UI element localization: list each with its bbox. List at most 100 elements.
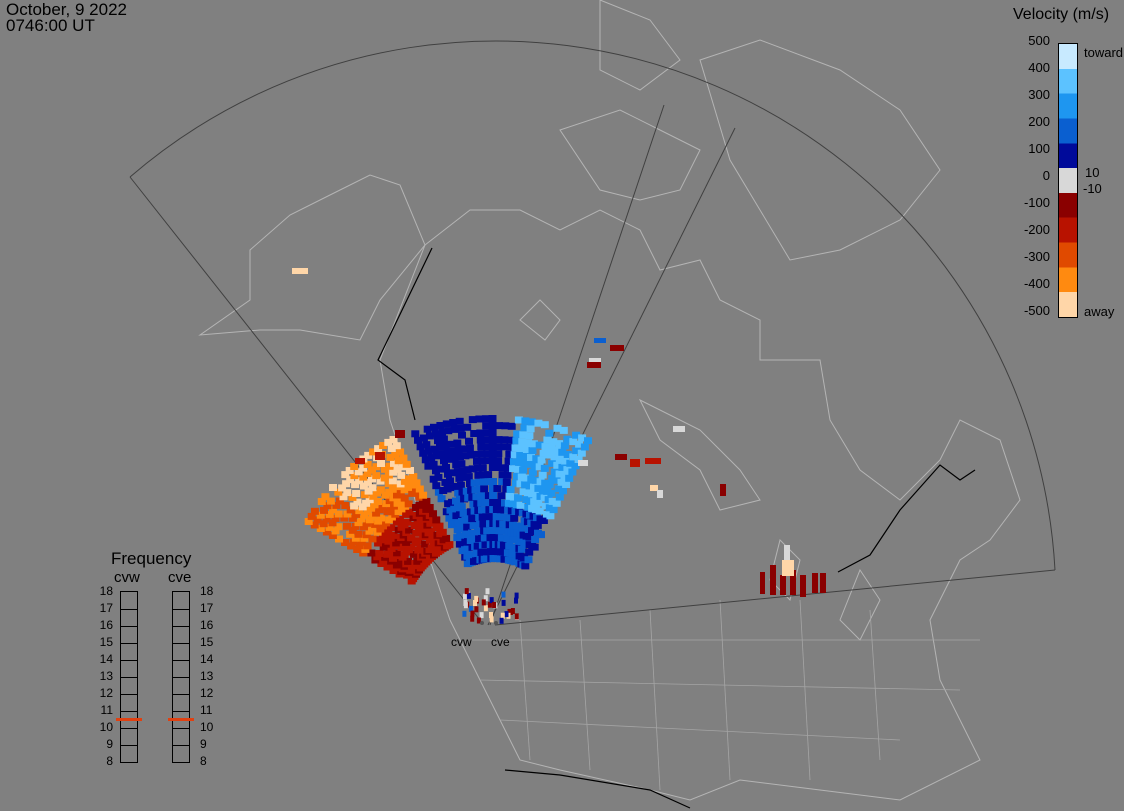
site-marker-cve [494,621,498,625]
velocity-cell [456,481,465,489]
velocity-cell [489,485,497,492]
label-toward: toward [1084,45,1124,60]
velocity-cell [645,458,661,464]
velocity-cell [472,493,481,501]
velocity-cell [519,466,528,474]
velocity-cell [334,523,343,531]
velocity-cell [441,478,450,486]
velocity-cell [521,481,530,489]
velocity-cell [514,613,519,620]
frequency-column-cvw [120,591,138,763]
velocity-cell [559,487,567,495]
velocity-cell [485,588,490,595]
velocity-cell [494,436,503,444]
velocity-cell [368,466,376,474]
velocity-cell [464,588,469,595]
velocity-cell [422,441,431,449]
label-pos10: 10 [1085,165,1100,180]
velocity-cell [500,612,505,619]
velocity-cell [364,451,373,459]
frequency-tick-left: 15 [99,635,113,649]
frequency-tick-left: 8 [106,754,113,768]
velocity-cell [552,446,561,454]
velocity-cell [416,544,425,552]
velocity-cell [569,438,578,446]
frequency-gridline [173,626,189,627]
velocity-cell [488,450,497,457]
velocity-cell [577,449,586,457]
velocity-cell [456,453,464,461]
velocity-cell [489,548,498,555]
velocity-cell [411,430,420,438]
velocity-cell [563,435,572,443]
velocity-cell [498,527,507,535]
velocity-cell [352,510,361,518]
velocity-cell [515,458,524,466]
velocity-cell [363,542,372,550]
frequency-gridline [121,660,137,661]
velocity-cell [506,436,515,444]
velocity-cell [527,418,536,426]
velocity-cell [363,461,372,468]
velocity-cell [376,477,385,485]
velocity-cell [525,432,534,440]
velocity-cell [488,464,497,471]
velocity-cell [519,431,528,439]
velocity-cell [438,528,447,536]
velocity-cell [566,459,575,467]
velocity-cell [541,443,550,451]
velocity-cell [475,485,484,493]
velocity-cell [720,484,726,496]
velocity-cell [489,597,494,604]
velocity-cell [474,595,479,602]
colorbar-tick: -100 [1023,195,1050,210]
frequency-gridline [121,677,137,678]
velocity-cell [520,459,529,467]
velocity-cell [501,599,506,606]
site-label-cvw: cvw [451,635,472,649]
velocity-cell [473,457,481,465]
frequency-tick-left: 13 [99,669,113,683]
velocity-cell [394,457,403,465]
velocity-cell [532,491,541,499]
velocity-cell [489,478,497,485]
velocity-cell [346,476,355,484]
velocity-cell [397,471,406,479]
velocity-cell [329,484,337,491]
velocity-cell [589,358,601,362]
velocity-cell [504,457,513,465]
velocity-cell [812,573,818,593]
velocity-cell [396,448,405,456]
velocity-cell [456,496,464,504]
velocity-cell [455,540,464,548]
radar-name-cvw: cvw [114,569,140,586]
velocity-cell [563,451,572,458]
frequency-tick-left: 9 [106,737,113,751]
velocity-cell [292,268,308,274]
time-label: 0746:00 UT [6,16,95,35]
velocity-cell [454,489,463,497]
velocity-cell [496,513,505,521]
velocity-cell [524,439,533,447]
velocity-cell [553,424,562,432]
velocity-cell [391,451,400,459]
velocity-cell [478,506,486,514]
velocity-cell [514,597,518,604]
velocity-cell [508,550,517,558]
frequency-gridline [173,745,189,746]
velocity-cell [478,457,487,465]
velocity-cell [458,431,466,439]
velocity-cell [462,487,471,495]
velocity-cell [334,488,343,496]
velocity-cell [500,555,509,563]
velocity-cell [492,602,497,608]
velocity-cell [362,499,371,507]
velocity-cell [389,436,398,443]
velocity-cell [555,470,564,478]
velocity-cell [538,471,547,479]
velocity-cell [399,454,408,462]
velocity-cell [348,514,357,522]
velocity-cell [482,436,491,444]
velocity-cell [355,458,365,464]
